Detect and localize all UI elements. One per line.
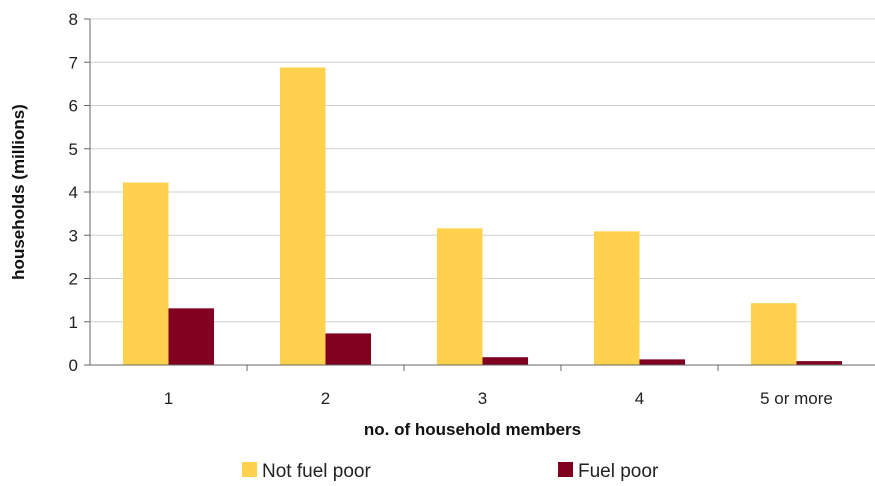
y-tick-label: 0 [69,356,78,375]
bar-fuel-poor-2 [325,333,372,365]
y-tick-label: 4 [69,183,78,202]
x-tick-label: 3 [478,389,487,408]
bar-not-fuel-poor-4 [593,231,640,365]
bar-fuel-poor-3 [482,357,529,365]
bar-not-fuel-poor-1 [122,182,169,365]
y-tick-label: 5 [69,140,78,159]
bar-fuel-poor-1 [168,308,215,365]
y-tick-label: 8 [69,10,78,29]
y-tick-label: 3 [69,226,78,245]
legend-label-fuel-poor: Fuel poor [578,461,659,482]
y-tick-label: 2 [69,270,78,289]
legend-swatch-not-fuel-poor [242,462,257,477]
bars [122,67,843,371]
legend-swatch-fuel-poor [558,462,573,477]
x-axis-title: no. of household members [364,420,581,439]
legend: Not fuel poor Fuel poor [242,461,659,482]
axes [89,19,875,366]
x-tick-label: 2 [321,389,330,408]
y-axis-title: households (millions) [9,104,28,280]
legend-label-not-fuel-poor: Not fuel poor [262,461,371,482]
bar-fuel-poor-5 [796,361,843,365]
y-tick-label: 1 [69,313,78,332]
bar-not-fuel-poor-2 [279,67,326,365]
y-tick-label: 6 [69,97,78,116]
x-tick-label: 5 or more [760,389,833,408]
y-tick-labels: 0 1 2 3 4 5 6 7 8 [69,10,78,375]
x-tick-label: 4 [635,389,644,408]
bar-fuel-poor-4 [639,359,686,365]
x-tick-label: 1 [164,389,173,408]
bar-not-fuel-poor-5 [750,303,797,365]
x-tick-labels: 1 2 3 4 5 or more [164,389,833,408]
bar-not-fuel-poor-3 [436,228,483,365]
y-tick-label: 7 [69,53,78,72]
